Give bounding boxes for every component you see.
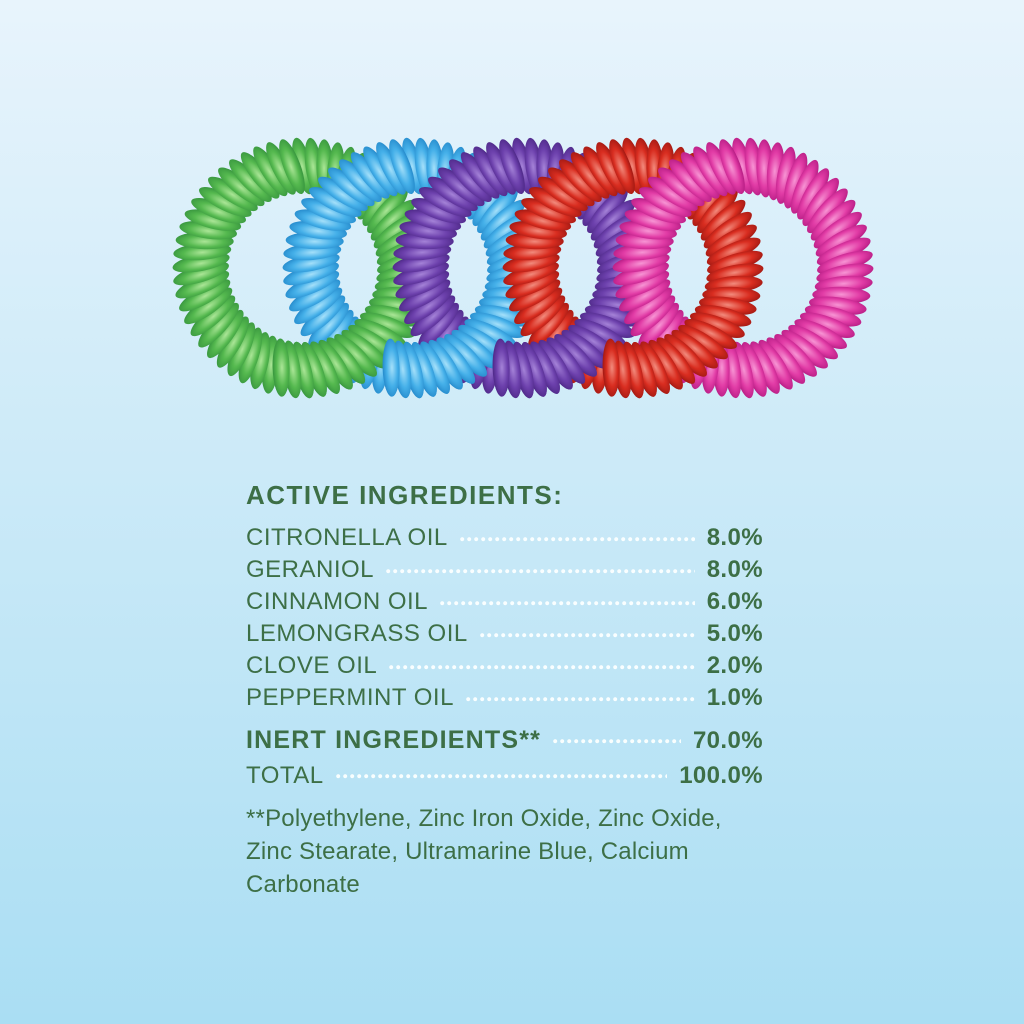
dotted-leader (386, 568, 695, 574)
ingredient-row: PEPPERMINT OIL 1.0% (246, 682, 763, 714)
ingredients-panel: ACTIVE INGREDIENTS: CITRONELLA OIL 8.0% GE… (246, 481, 763, 901)
dotted-leader (389, 664, 695, 670)
dotted-leader (465, 696, 695, 702)
dotted-leader (459, 536, 695, 542)
ingredient-name: CITRONELLA OIL (246, 524, 448, 551)
ingredient-percentage: 8.0% (706, 556, 763, 583)
ingredient-percentage: 5.0% (706, 620, 763, 647)
red-coil-front-arc (602, 319, 737, 399)
ingredient-row: CLOVE OIL 2.0% (246, 650, 763, 682)
purple-coil-front-arc (492, 319, 627, 399)
ingredient-name: CLOVE OIL (246, 652, 378, 679)
ingredient-percentage: 1.0% (706, 684, 763, 711)
dotted-leader (479, 632, 695, 638)
ingredient-percentage: 70.0% (692, 726, 763, 754)
dotted-leader (553, 739, 681, 744)
ingredient-row: LEMONGRASS OIL 5.0% (246, 618, 763, 650)
dotted-leader (440, 600, 695, 606)
dotted-leader (335, 774, 668, 779)
ingredient-row: TOTAL 100.0% (246, 758, 763, 793)
summary-rows: INERT INGREDIENTS** 70.0% TOTAL 100.0% (246, 723, 763, 793)
sky-blue-coil-front-arc (382, 319, 517, 399)
ingredient-name: PEPPERMINT OIL (246, 684, 454, 711)
ingredient-row: GERANIOL 8.0% (246, 554, 763, 586)
ingredient-name: INERT INGREDIENTS** (246, 726, 542, 754)
pink-coil-bracelet (612, 137, 874, 399)
ingredient-name: LEMONGRASS OIL (246, 620, 468, 647)
green-coil-front-arc (272, 319, 407, 399)
ingredient-rows: CITRONELLA OIL 8.0% GERANIOL 8.0% CINNAMON O… (246, 522, 763, 714)
ingredient-name: GERANIOL (246, 556, 375, 583)
ingredient-percentage: 100.0% (679, 761, 763, 789)
ingredient-name: CINNAMON OIL (246, 588, 429, 615)
ingredient-name: TOTAL (246, 761, 324, 789)
ingredient-percentage: 6.0% (706, 588, 763, 615)
inert-ingredients-footnote: **Polyethylene, Zinc Iron Oxide, Zinc Ox… (246, 805, 722, 898)
ingredient-row: INERT INGREDIENTS** 70.0% (246, 723, 763, 758)
ingredient-row: CITRONELLA OIL 8.0% (246, 522, 763, 554)
ingredient-percentage: 2.0% (706, 652, 763, 679)
bracelets-illustration (172, 137, 874, 399)
ingredient-row: CINNAMON OIL 6.0% (246, 586, 763, 618)
active-ingredients-title: ACTIVE INGREDIENTS: (246, 480, 564, 510)
ingredient-percentage: 8.0% (706, 524, 763, 551)
